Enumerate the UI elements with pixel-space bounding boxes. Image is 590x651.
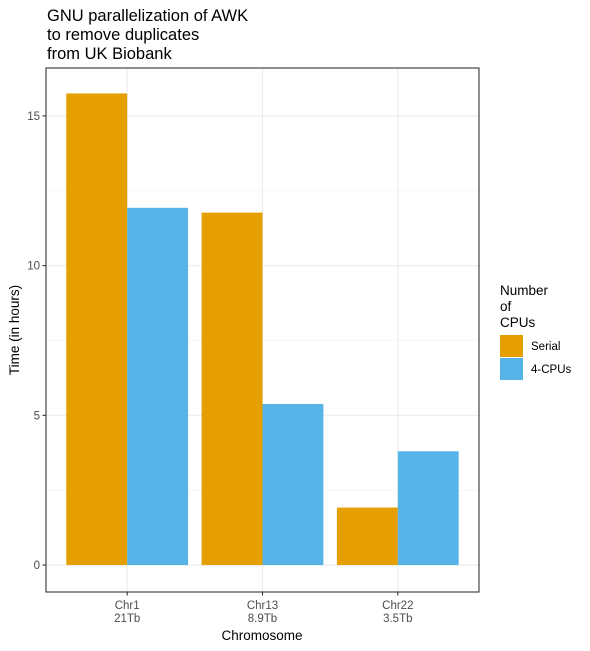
legend-label-4cpus: 4-CPUs: [531, 364, 572, 376]
x-tick-label-size: 21Tb: [114, 613, 140, 625]
y-tick-label: 0: [34, 560, 40, 572]
chart-title-line-3: from UK Biobank: [47, 45, 172, 63]
chart-title: GNU parallelization of AWK to remove dup…: [47, 7, 248, 63]
legend-key-serial: [500, 335, 523, 357]
legend-label-serial: Serial: [531, 341, 560, 353]
x-tick-label-size: 3.5Tb: [383, 613, 412, 625]
bar-4-cpus-chr22: [397, 451, 459, 566]
y-tick-label: 5: [34, 410, 40, 422]
bar-serial-chr22: [336, 507, 398, 566]
x-tick-label-name: Chr13: [247, 600, 278, 612]
legend-title-line-1: Number: [500, 283, 549, 298]
legend: Number of CPUs Serial 4-CPUs: [500, 283, 572, 380]
x-axis-title: Chromosome: [221, 628, 302, 643]
x-tick-label-name: Chr1: [115, 600, 140, 612]
bar-4-cpus-chr1: [127, 207, 189, 566]
bar-serial-chr1: [66, 93, 128, 566]
bar-4-cpus-chr13: [262, 403, 324, 566]
legend-title-line-2: of: [500, 299, 512, 314]
legend-key-4cpus: [500, 358, 523, 380]
y-axis: 0 5 10 15: [27, 111, 46, 572]
bar-serial-chr13: [201, 212, 263, 566]
y-tick-label: 15: [27, 111, 40, 123]
chart-title-line-1: GNU parallelization of AWK: [47, 7, 248, 25]
chart-title-line-2: to remove duplicates: [47, 26, 199, 44]
x-tick-label-name: Chr22: [382, 600, 413, 612]
bars: [66, 93, 459, 566]
y-tick-label: 10: [27, 261, 40, 273]
y-axis-title: Time (in hours): [7, 285, 22, 375]
x-tick-label-size: 8.9Tb: [248, 613, 277, 625]
legend-title-line-3: CPUs: [500, 315, 536, 330]
